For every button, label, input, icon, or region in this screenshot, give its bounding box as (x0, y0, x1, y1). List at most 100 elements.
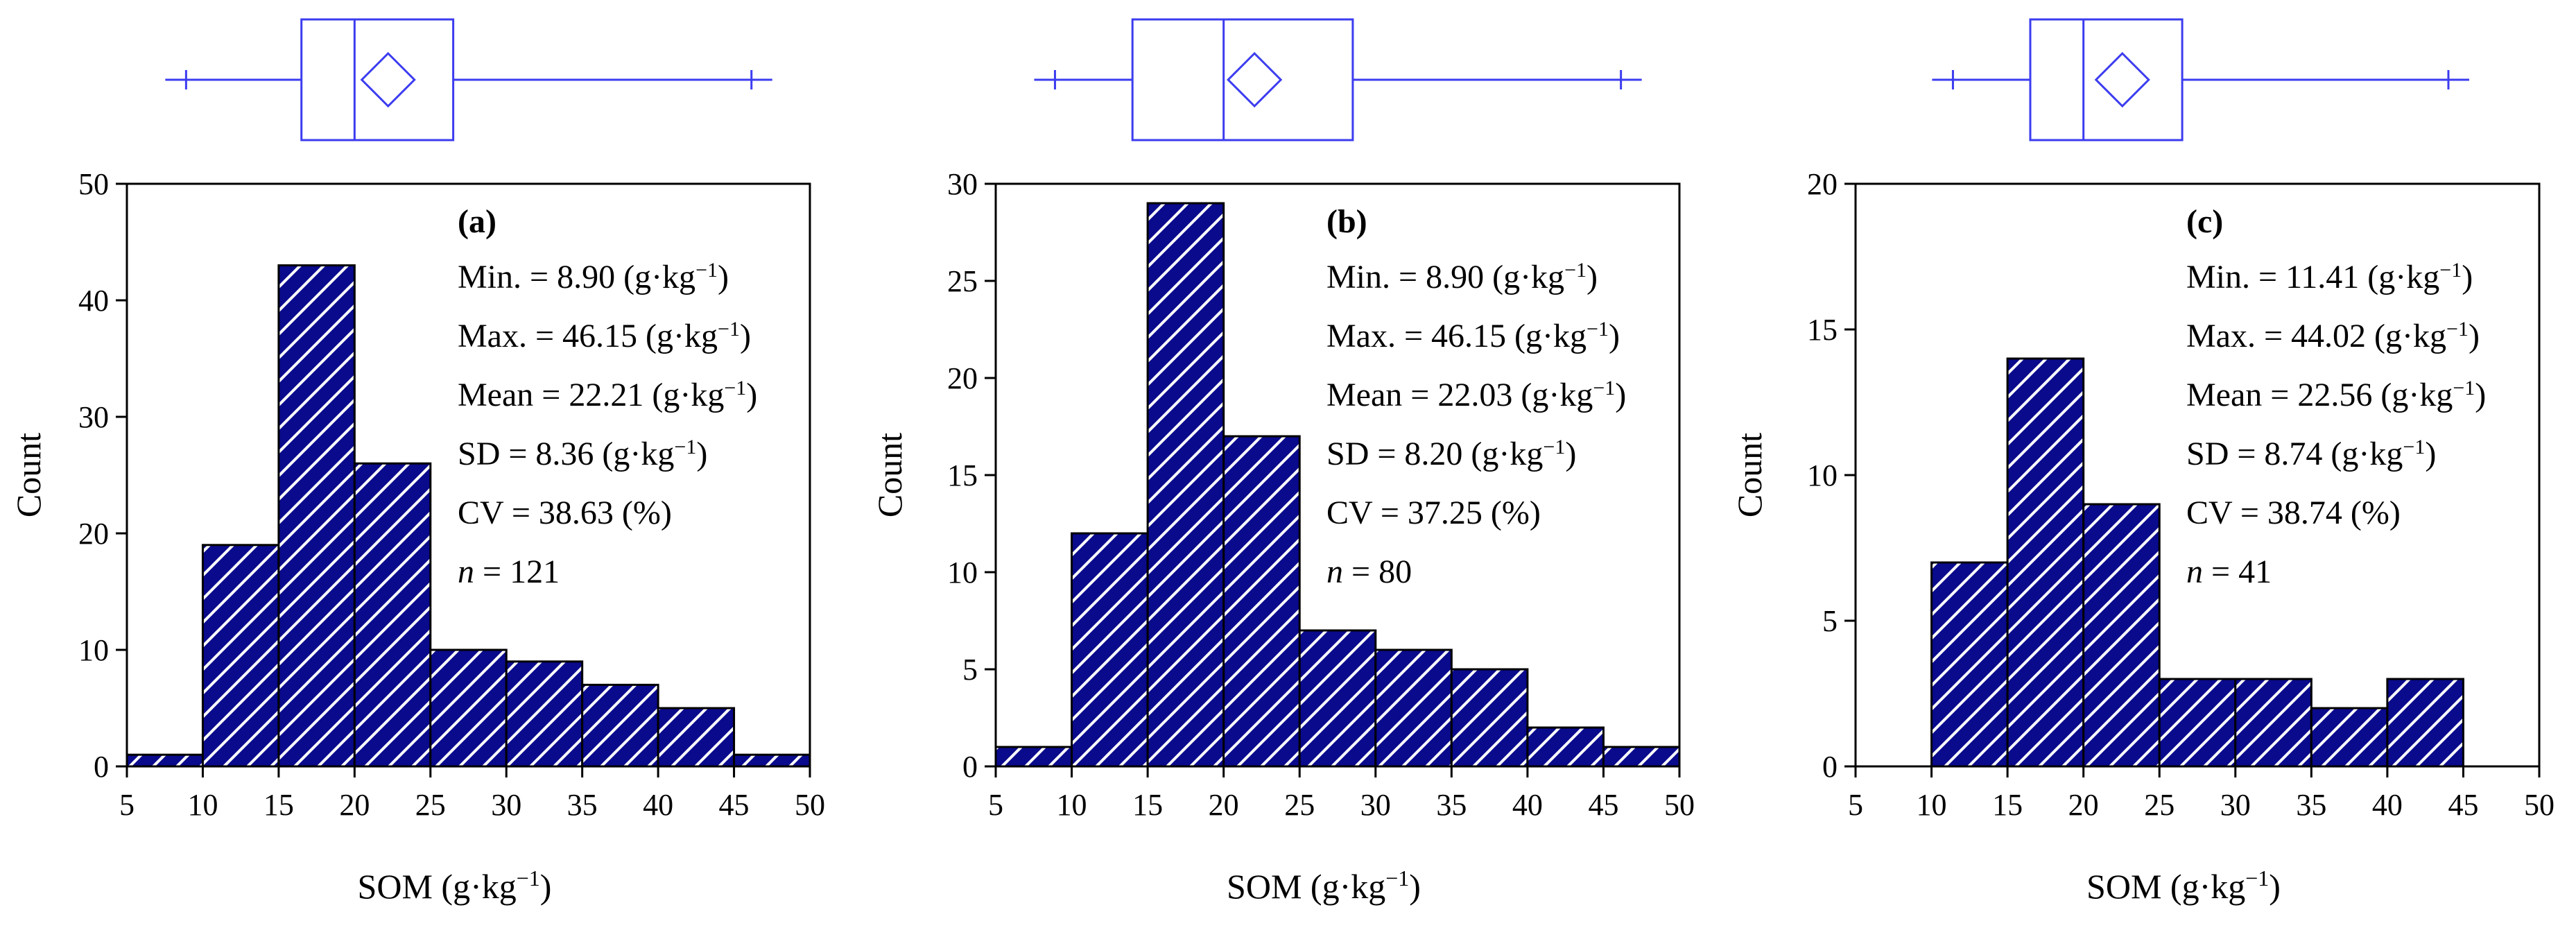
x-tick-label: 50 (2524, 788, 2555, 822)
y-tick-label: 30 (78, 400, 109, 434)
x-tick-label: 40 (643, 788, 673, 822)
x-tick-label: 25 (2144, 788, 2175, 822)
x-tick-label: 20 (2068, 788, 2099, 822)
histogram-bar (1450, 668, 1529, 768)
y-tick-label: 5 (962, 653, 978, 687)
histogram-bar (2082, 503, 2161, 768)
y-axis-title: Count (870, 433, 909, 517)
x-axis-title: SOM (g·kg−1) (1227, 866, 1421, 906)
y-tick-label: 15 (947, 458, 978, 492)
histogram-panel-1: 5 10 15 20 25 30 35 40 45 50 0 10 20 30 40 50 Count SOM (… (9, 18, 825, 906)
histogram-bar (1374, 648, 1453, 768)
histogram-bar (429, 648, 508, 768)
boxplot-box (2029, 18, 2184, 141)
stat-sd: SD = 8.20 (g·kg−1) (1326, 436, 1576, 473)
x-tick-label: 5 (1848, 788, 1863, 822)
stat-sd: SD = 8.74 (g·kg−1) (2186, 436, 2436, 473)
stat-max: Max. = 46.15 (g·kg−1) (1326, 318, 1620, 355)
y-tick-label: 20 (78, 517, 109, 551)
histogram-panel-2: 5 10 15 20 25 30 35 40 45 50051015202530CountSOM … (870, 18, 1695, 906)
histogram-bar (1146, 202, 1225, 768)
x-axis-title: SOM (g·kg−1) (358, 866, 552, 906)
stat-n: n = 80 (1326, 553, 1412, 590)
histogram-bar (277, 264, 356, 768)
x-tick-label: 45 (719, 788, 750, 822)
y-tick-label: 30 (947, 167, 978, 201)
y-axis-title: Count (1730, 433, 1769, 517)
histogram-bar (994, 746, 1073, 768)
x-tick-label: 30 (1360, 788, 1391, 822)
x-tick-label: 35 (567, 788, 598, 822)
histogram-bar (2310, 707, 2389, 768)
boxplot-mean-marker (2094, 51, 2150, 108)
stat-n: n = 41 (2186, 553, 2272, 590)
y-axis-title: Count (9, 433, 48, 517)
x-tick-label: 50 (795, 788, 825, 822)
stat-n: n = 121 (458, 553, 560, 590)
panel-label: (c) (2186, 203, 2223, 240)
x-tick-label: 40 (1512, 788, 1543, 822)
x-tick-label: 5 (988, 788, 1003, 822)
x-tick-label: 35 (1436, 788, 1467, 822)
histogram-bar (2158, 678, 2237, 768)
stat-min: Min. = 11.41 (g·kg−1) (2186, 259, 2473, 296)
stat-cv: CV = 37.25 (%) (1326, 495, 1541, 531)
boxplot-mean-marker (1227, 51, 1283, 108)
x-tick-label: 25 (1284, 788, 1315, 822)
histogram-bar (353, 462, 432, 768)
x-tick-label: 40 (2372, 788, 2403, 822)
x-axis-title: SOM (g·kg−1) (2086, 866, 2281, 906)
y-tick-label: 10 (1807, 458, 1838, 492)
x-tick-label: 20 (339, 788, 370, 822)
y-tick-label: 10 (78, 633, 109, 667)
histogram-bar (733, 753, 811, 768)
histogram-bar (657, 707, 736, 768)
boxplot-box (300, 18, 455, 141)
x-tick-label: 50 (1664, 788, 1695, 822)
histogram-bar (201, 544, 280, 768)
x-tick-label: 35 (2296, 788, 2326, 822)
histogram-bar (2386, 678, 2464, 768)
y-tick-label: 0 (962, 750, 978, 784)
x-tick-label: 45 (1588, 788, 1618, 822)
stat-mean: Mean = 22.03 (g·kg−1) (1326, 377, 1626, 414)
boxplot (1932, 18, 2469, 141)
stat-cv: CV = 38.63 (%) (458, 495, 672, 531)
histogram-bar (2234, 678, 2313, 768)
stat-min: Min. = 8.90 (g·kg−1) (1326, 259, 1598, 296)
panel-label: (a) (458, 203, 496, 240)
stat-max: Max. = 44.02 (g·kg−1) (2186, 318, 2480, 355)
y-tick-label: 20 (1807, 167, 1838, 201)
x-tick-label: 30 (2220, 788, 2251, 822)
boxplot-box (1131, 18, 1354, 141)
histogram-bar (1930, 561, 2009, 768)
plot-frame (126, 182, 811, 768)
stat-min: Min. = 8.90 (g·kg−1) (458, 259, 729, 296)
x-tick-label: 10 (1917, 788, 1947, 822)
x-tick-label: 30 (491, 788, 521, 822)
y-tick-label: 5 (1822, 604, 1838, 638)
x-tick-label: 5 (119, 788, 135, 822)
histogram-bar (1602, 746, 1681, 768)
histogram-bar (505, 660, 584, 768)
histogram-bar (1222, 435, 1301, 768)
histogram-bar (2006, 357, 2085, 768)
y-tick-label: 10 (947, 556, 978, 590)
y-tick-label: 15 (1807, 313, 1838, 347)
stat-max: Max. = 46.15 (g·kg−1) (458, 318, 751, 355)
x-tick-label: 15 (1132, 788, 1163, 822)
boxplot (1034, 18, 1642, 141)
x-tick-label: 15 (1992, 788, 2023, 822)
y-tick-label: 40 (78, 284, 109, 318)
y-tick-label: 0 (1822, 750, 1838, 784)
y-tick-label: 25 (947, 264, 978, 298)
y-tick-label: 20 (947, 361, 978, 395)
x-tick-label: 10 (187, 788, 218, 822)
stat-mean: Mean = 22.21 (g·kg−1) (458, 377, 757, 414)
y-tick-label: 50 (78, 167, 109, 201)
histogram-bar (581, 683, 659, 768)
boxplot-mean-marker (360, 51, 416, 108)
y-tick-label: 0 (94, 750, 109, 784)
